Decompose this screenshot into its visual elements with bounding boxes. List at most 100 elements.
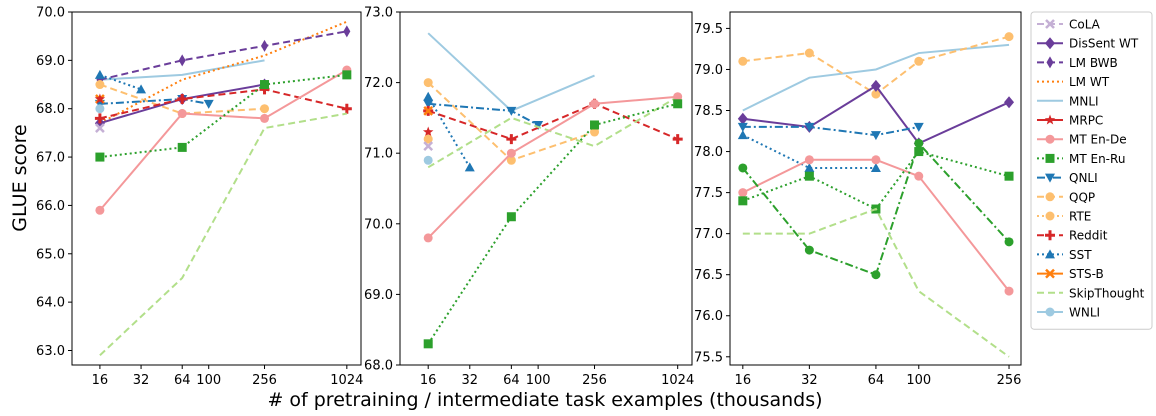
data-point (177, 94, 188, 105)
legend-marker (1045, 153, 1055, 163)
data-point (260, 104, 270, 114)
data-point (533, 120, 544, 130)
series-mnli (99, 59, 265, 81)
y-tick-label: 65.0 (36, 247, 65, 262)
x-tick-label: 256 (997, 373, 1022, 388)
series-line-mt-en-ru (427, 102, 678, 345)
data-point (423, 141, 434, 152)
legend-entry-skipthought: SkipThought (1037, 286, 1145, 300)
series-skipthought (742, 207, 1010, 358)
series-line-mnli (99, 59, 265, 81)
data-point (1004, 237, 1014, 247)
y-tick-label: 78.0 (694, 145, 723, 160)
data-point (95, 205, 105, 215)
x-tick-label: 256 (252, 373, 277, 388)
data-point (423, 155, 433, 165)
series-wnli (95, 104, 105, 114)
legend-entry-sts-b: STS-B (1037, 267, 1104, 281)
x-tick-label: 16 (92, 373, 109, 388)
panel-1: 63.0 64.0 65.0 66.0 67.0 68.0 69.0 70.0 16 32 64 10… (36, 6, 363, 389)
series-cola (423, 141, 434, 152)
series-mt-en-de (738, 155, 1014, 296)
data-point (672, 134, 683, 145)
data-point (1004, 286, 1014, 296)
legend-marker (1045, 192, 1055, 202)
data-point (341, 103, 352, 114)
y-tick-label: 71.0 (364, 147, 393, 162)
legend-entry-wnli: WNLI (1037, 306, 1100, 320)
x-tick-label: 32 (801, 373, 818, 388)
legend: CoLA DisSent WT LM BWB LM WT MNLI MRPC MT En-D… (1030, 11, 1153, 330)
data-point (506, 148, 516, 158)
series-qqp (423, 78, 600, 165)
data-point (804, 155, 814, 165)
panel-2: 68.0 69.0 70.0 71.0 72.0 73.0 16 32 64 100 256 1024 (364, 6, 694, 389)
y-tick-label: 67.0 (36, 151, 65, 166)
data-point (738, 188, 748, 198)
legend-entry-rte: RTE (1037, 210, 1091, 224)
series-line-skipthought (427, 95, 679, 169)
series-rte (423, 134, 433, 144)
y-tick-label: 73.0 (364, 6, 393, 21)
series-mt-en-ru (738, 138, 1014, 280)
series-wnli (423, 155, 433, 165)
data-point (914, 56, 924, 66)
data-point (136, 84, 147, 94)
x-tick-label: 64 (174, 373, 191, 388)
data-point (177, 109, 187, 119)
legend-entry-qqp: QQP (1037, 190, 1095, 204)
series-skipthought (427, 95, 679, 169)
y-tick-label: 69.0 (364, 288, 393, 303)
panel-3: 75.5 76.0 76.5 77.0 77.5 78.0 78.5 79.0 79.5 16 32… (694, 11, 1022, 388)
series-lm-wt (99, 20, 348, 125)
data-point (737, 112, 748, 125)
legend-label: MT En-Ru (1069, 152, 1125, 166)
data-point (871, 89, 881, 99)
y-tick-label: 69.0 (36, 54, 65, 69)
data-point (260, 113, 270, 123)
legend-label: CoLA (1069, 18, 1101, 32)
data-point (423, 233, 433, 243)
data-point (506, 155, 516, 165)
series-qqp (738, 32, 1014, 99)
data-point (423, 78, 433, 88)
legend-label: SST (1069, 248, 1092, 262)
data-point (203, 99, 214, 109)
data-point (737, 122, 748, 132)
data-point (870, 131, 881, 141)
legend-marker (1045, 249, 1055, 259)
y-tick-label: 70.0 (364, 217, 393, 232)
legend-marker (1045, 37, 1055, 50)
legend-marker (1045, 134, 1055, 144)
data-point (738, 163, 748, 173)
legend-entry-mrpc: MRPC (1037, 114, 1103, 128)
y-tick-label: 66.0 (36, 199, 65, 214)
data-point (94, 93, 106, 104)
series-skipthought (99, 112, 348, 357)
legend-label: LM BWB (1069, 56, 1118, 70)
x-tick-label: 32 (462, 373, 479, 388)
data-point (590, 120, 600, 130)
data-point (590, 99, 600, 109)
y-tick-label: 78.5 (694, 104, 723, 119)
y-tick-label: 77.0 (694, 227, 723, 242)
data-point (343, 25, 351, 38)
plot-area (729, 11, 1022, 366)
data-point (178, 54, 186, 67)
series-line-lm-bwb (99, 30, 348, 81)
x-tick-label: 16 (420, 373, 437, 388)
legend-entry-mt-en-de: MT En-De (1037, 133, 1127, 147)
data-point (913, 122, 924, 132)
legend-marker (1045, 307, 1055, 317)
series-sst (423, 91, 475, 172)
y-tick-label: 79.5 (694, 22, 723, 37)
series-line-mt-en-de (99, 69, 348, 211)
data-point (506, 212, 516, 222)
legend-label: WNLI (1069, 306, 1100, 320)
series-mrpc (422, 126, 434, 137)
data-point (673, 99, 683, 109)
series-line-reddit (99, 88, 348, 120)
data-point (423, 134, 433, 144)
data-point (737, 130, 748, 140)
legend-label: RTE (1069, 210, 1091, 224)
